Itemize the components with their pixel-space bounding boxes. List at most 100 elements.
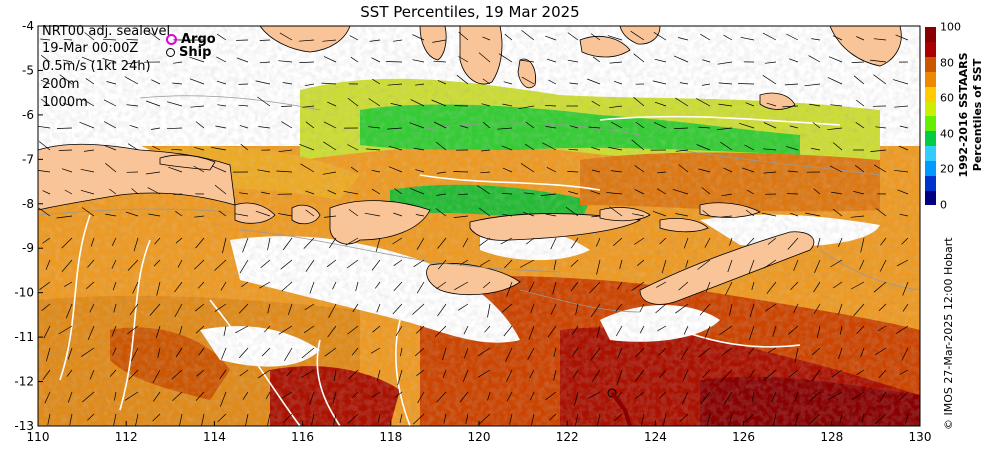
current-vector	[464, 347, 469, 359]
colorbar-tick-label: 0	[940, 198, 947, 212]
current-vector	[794, 347, 799, 363]
current-vector	[679, 82, 689, 85]
current-vector	[397, 369, 403, 386]
legend-argo: Argo	[166, 32, 216, 47]
current-vector	[549, 413, 557, 421]
current-vector	[546, 166, 557, 173]
current-vector	[458, 56, 469, 63]
info-sealevel: NRT00 adj. sealevel	[42, 24, 171, 39]
current-vector	[62, 102, 73, 107]
current-vector	[435, 208, 447, 217]
current-vector	[574, 413, 579, 426]
current-vector	[873, 38, 887, 41]
current-vector	[698, 126, 711, 129]
current-vector	[89, 369, 95, 380]
current-vector	[548, 79, 557, 85]
current-vector	[804, 83, 821, 87]
current-vector	[478, 52, 491, 63]
current-vector	[619, 259, 623, 269]
current-vector	[659, 237, 667, 245]
colorbar-segment	[925, 190, 936, 206]
current-vector	[152, 145, 161, 151]
current-vector	[86, 281, 95, 290]
current-vector	[257, 96, 271, 107]
current-vector	[56, 127, 73, 129]
current-vector	[860, 347, 865, 358]
current-vector	[879, 391, 887, 401]
current-vector	[393, 212, 403, 217]
current-vector	[348, 209, 359, 217]
current-vector	[831, 191, 843, 195]
current-vector	[377, 413, 381, 423]
current-vector	[83, 149, 95, 152]
current-vector	[761, 212, 777, 217]
current-vector	[175, 347, 183, 358]
current-vector	[675, 97, 689, 107]
current-vector	[785, 146, 799, 151]
current-vector	[278, 60, 293, 63]
current-vector	[214, 259, 227, 271]
current-vector	[79, 121, 95, 129]
current-vector	[194, 259, 205, 270]
colorbar-segment	[925, 160, 936, 176]
current-vector	[855, 99, 865, 107]
x-axis: 110 112 114 116 118 120 122 124 126 128 130	[27, 421, 931, 444]
current-vector	[392, 303, 403, 315]
current-vector	[683, 325, 689, 335]
current-vector	[763, 122, 777, 129]
current-vector	[395, 325, 403, 337]
current-vector	[149, 303, 161, 316]
current-vector	[751, 391, 755, 402]
current-vector	[808, 55, 821, 63]
current-vector	[788, 369, 799, 378]
current-vector	[786, 33, 799, 41]
current-vector	[545, 213, 557, 217]
current-vector	[173, 193, 183, 195]
current-vector	[84, 32, 95, 41]
current-vector	[771, 391, 777, 403]
y-tick-label: -6	[22, 108, 34, 122]
current-vector	[157, 347, 161, 358]
current-vector	[721, 347, 733, 356]
current-vector	[568, 148, 579, 151]
current-vector	[852, 391, 865, 401]
current-vector	[255, 80, 271, 85]
current-vector	[813, 188, 821, 195]
current-vector	[827, 77, 843, 85]
current-vector	[259, 281, 271, 289]
current-vector	[794, 391, 799, 402]
current-vector	[412, 59, 425, 63]
current-vector	[811, 38, 821, 41]
current-vector	[614, 413, 623, 422]
current-vector	[212, 165, 227, 173]
current-vector	[416, 281, 425, 294]
current-vector	[81, 347, 95, 357]
current-vector	[242, 391, 249, 400]
current-vector	[529, 369, 535, 379]
current-vector	[239, 125, 249, 129]
current-vector	[632, 213, 645, 217]
current-vector	[873, 74, 887, 85]
current-vector	[302, 105, 315, 108]
current-vector	[238, 303, 249, 314]
current-vector	[744, 413, 755, 423]
current-vector	[40, 79, 51, 85]
current-vector	[412, 413, 425, 425]
current-vector	[458, 193, 469, 196]
current-vector	[67, 391, 73, 403]
current-vector	[196, 369, 205, 377]
current-vector	[832, 35, 843, 41]
current-vector	[412, 34, 425, 41]
current-vector	[433, 60, 447, 63]
current-vector	[365, 148, 381, 151]
current-vector	[38, 141, 51, 151]
current-vector	[478, 207, 491, 217]
current-vector	[167, 101, 183, 107]
current-vector	[550, 303, 557, 315]
current-vector	[240, 144, 249, 151]
current-vector	[326, 259, 337, 268]
x-tick-label: 122	[556, 430, 579, 444]
current-vector	[190, 105, 205, 108]
current-vector	[639, 325, 645, 334]
ship-marker-icon	[166, 48, 175, 57]
